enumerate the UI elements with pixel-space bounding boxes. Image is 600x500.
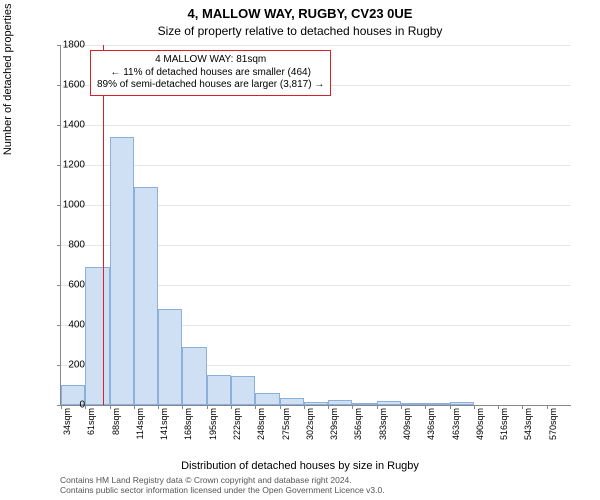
ytick-label: 1200 xyxy=(45,160,85,171)
xtick-label: 141sqm xyxy=(159,408,169,458)
histogram-bar xyxy=(231,376,255,405)
histogram-bar xyxy=(207,375,231,405)
histogram-bar xyxy=(158,309,182,405)
x-axis-label: Distribution of detached houses by size … xyxy=(0,460,600,472)
annotation-box: 4 MALLOW WAY: 81sqm ← 11% of detached ho… xyxy=(90,50,331,96)
xtick-label: 222sqm xyxy=(232,408,242,458)
xtick-label: 195sqm xyxy=(208,408,218,458)
reference-line xyxy=(103,45,104,405)
ytick-label: 1800 xyxy=(45,40,85,51)
ytick-label: 200 xyxy=(45,360,85,371)
xtick-label: 463sqm xyxy=(451,408,461,458)
xtick-label: 88sqm xyxy=(111,408,121,458)
ytick-label: 800 xyxy=(45,240,85,251)
histogram-bar xyxy=(425,403,449,405)
xtick-label: 436sqm xyxy=(426,408,436,458)
ytick-label: 1400 xyxy=(45,120,85,131)
xtick-label: 383sqm xyxy=(378,408,388,458)
histogram-bar xyxy=(280,398,304,405)
histogram-bar xyxy=(352,403,376,405)
annot-line2: ← 11% of detached houses are smaller (46… xyxy=(97,67,324,80)
histogram-bar xyxy=(134,187,158,405)
gridline xyxy=(61,165,571,166)
ytick-label: 1600 xyxy=(45,80,85,91)
histogram-bar xyxy=(401,403,425,405)
xtick-label: 409sqm xyxy=(402,408,412,458)
xtick-label: 34sqm xyxy=(62,408,72,458)
histogram-bar xyxy=(377,401,401,405)
y-axis-label: Number of detached properties xyxy=(2,4,14,156)
xtick-label: 168sqm xyxy=(183,408,193,458)
histogram-bar xyxy=(450,402,474,405)
histogram-bar xyxy=(328,400,352,405)
xtick-label: 61sqm xyxy=(86,408,96,458)
xtick-label: 248sqm xyxy=(256,408,266,458)
xtick-label: 490sqm xyxy=(475,408,485,458)
histogram-bar xyxy=(304,402,328,405)
xtick-label: 543sqm xyxy=(523,408,533,458)
xtick-label: 275sqm xyxy=(281,408,291,458)
xtick-label: 302sqm xyxy=(305,408,315,458)
ytick-label: 400 xyxy=(45,320,85,331)
histogram-bar xyxy=(110,137,134,405)
histogram-bar xyxy=(255,393,279,405)
xtick-label: 329sqm xyxy=(329,408,339,458)
chart-container: 4, MALLOW WAY, RUGBY, CV23 0UE Size of p… xyxy=(0,0,600,500)
histogram-bar xyxy=(85,267,109,405)
xtick-label: 570sqm xyxy=(548,408,558,458)
ytick-label: 600 xyxy=(45,280,85,291)
ytick-label: 1000 xyxy=(45,200,85,211)
xtick-label: 356sqm xyxy=(353,408,363,458)
gridline xyxy=(61,45,571,46)
annot-line3: 89% of semi-detached houses are larger (… xyxy=(97,79,324,92)
plot-area xyxy=(60,45,571,406)
chart-title: 4, MALLOW WAY, RUGBY, CV23 0UE xyxy=(0,0,600,22)
annot-line1: 4 MALLOW WAY: 81sqm xyxy=(97,54,324,67)
footer-line2: Contains public sector information licen… xyxy=(60,486,385,496)
xtick-label: 516sqm xyxy=(499,408,509,458)
chart-footer: Contains HM Land Registry data © Crown c… xyxy=(60,476,385,496)
chart-subtitle: Size of property relative to detached ho… xyxy=(0,22,600,38)
xtick-label: 114sqm xyxy=(135,408,145,458)
histogram-bar xyxy=(182,347,206,405)
gridline xyxy=(61,125,571,126)
